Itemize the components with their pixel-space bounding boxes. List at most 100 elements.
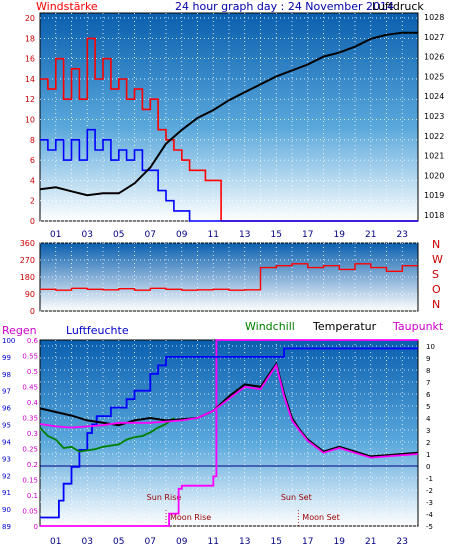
rain-axis-tick-label: 0.2 [27, 461, 38, 469]
pressure-axis-tick-label: 1018 [424, 211, 444, 220]
rain-axis-tick-label: 0.05 [22, 508, 38, 516]
rain-axis-tick-label: 0.45 [22, 384, 38, 392]
compass-label: W [432, 253, 443, 266]
direction-axis-tick-label: 90 [25, 290, 35, 299]
rain-axis-tick-label: 0.15 [22, 477, 38, 485]
annotation-label: Moon Rise [170, 513, 211, 522]
direction-axis-tick-label: 0 [30, 307, 35, 316]
temperature-x-tick-label: 03 [82, 537, 93, 547]
humidity-axis-tick-label: 97 [2, 388, 11, 396]
wind-axis-tick-label: 14 [25, 75, 35, 84]
temp-axis-tick-label: -4 [426, 511, 434, 519]
wind-pressure-x-tick-label: 17 [302, 230, 313, 240]
wind-pressure-x-tick-label: 23 [397, 230, 408, 240]
axis-layer: 0246810121416182010181019102010211022102… [2, 13, 444, 547]
temperature-x-tick-label: 17 [302, 537, 313, 547]
temperature-x-tick-label: 15 [271, 537, 282, 547]
pressure-axis-tick-label: 1024 [424, 92, 444, 101]
series-layer [39, 31, 419, 527]
series-dewpoint [39, 362, 419, 459]
wind-axis-tick-label: 8 [30, 136, 35, 145]
pressure-axis-tick-label: 1022 [424, 132, 444, 141]
temperature-x-tick-label: 19 [334, 537, 346, 547]
rain-axis-tick-label: 0.4 [27, 399, 39, 407]
series-rain [40, 339, 418, 527]
temp-axis-tick-label: 4 [426, 415, 431, 423]
temperature-x-tick-label: 13 [239, 537, 250, 547]
direction-axis-tick-label: 270 [20, 256, 35, 265]
temperatur-label: Temperatur [312, 320, 377, 333]
humidity-axis-tick-label: 95 [2, 422, 11, 430]
temp-axis-tick-label: 6 [426, 391, 431, 399]
humidity-axis-tick-label: 94 [2, 438, 11, 446]
pressure-axis-tick-label: 1028 [424, 13, 444, 22]
humidity-axis-tick-label: 99 [2, 354, 11, 362]
temperature-x-tick-label: 21 [365, 537, 376, 547]
temperature-x-tick-label: 23 [397, 537, 408, 547]
luftdruck-label: Luftdruck [372, 0, 424, 13]
series-windchill [39, 417, 175, 453]
series-gust [40, 37, 418, 222]
direction-axis-tick-label: 360 [20, 239, 35, 248]
wind-axis-tick-label: 2 [30, 197, 35, 206]
wind-axis-tick-label: 12 [25, 95, 35, 104]
luftfeuchte-label: Luftfeuchte [66, 324, 129, 337]
compass-label: O [432, 283, 441, 296]
series-direction [40, 263, 418, 291]
wind-pressure-x-tick-label: 11 [208, 230, 219, 240]
wind-pressure-x-tick-label: 09 [176, 230, 188, 240]
wind-axis-tick-label: 18 [25, 34, 35, 43]
rain-axis-tick-label: 0.35 [22, 415, 38, 423]
wind-pressure-x-tick-label: 01 [50, 230, 61, 240]
rain-axis-tick-label: 0.55 [22, 353, 38, 361]
wind-axis-tick-label: 6 [30, 156, 35, 165]
wind-axis-tick-label: 0 [30, 217, 35, 226]
temp-axis-tick-label: 2 [426, 439, 430, 447]
humidity-axis-tick-label: 90 [2, 506, 11, 514]
temperature-x-tick-label: 11 [208, 537, 219, 547]
pressure-axis-tick-label: 1023 [424, 112, 444, 121]
humidity-axis-tick-label: 92 [2, 472, 11, 480]
chart-title: 24 hour graph day : 24 November 2014 [175, 0, 394, 13]
humidity-axis-tick-label: 100 [2, 337, 15, 345]
humidity-axis-tick-label: 98 [2, 371, 11, 379]
compass-label: S [432, 268, 439, 281]
rain-axis-tick-label: 0.6 [27, 337, 39, 345]
wind-axis-tick-label: 4 [30, 176, 35, 185]
temp-axis-tick-label: 0 [426, 463, 430, 471]
pressure-axis-tick-label: 1019 [424, 191, 444, 200]
wind-pressure-x-tick-label: 21 [365, 230, 376, 240]
pressure-axis-tick-label: 1025 [424, 72, 444, 81]
taupunkt-label: Taupunkt [392, 320, 444, 333]
series-average [40, 128, 418, 222]
humidity-axis-tick-label: 91 [2, 489, 11, 497]
rain-axis-tick-label: 0.1 [27, 492, 38, 500]
temperature-x-tick-label: 07 [145, 537, 156, 547]
windchill-label: Windchill [245, 320, 295, 333]
humidity-axis-tick-label: 93 [2, 455, 11, 463]
annotation-label: Sun Set [281, 493, 312, 502]
humidity-axis-tick-label: 96 [2, 405, 11, 413]
windstaerke-label: Windstärke [36, 0, 98, 13]
temperature-x-tick-label: 09 [176, 537, 188, 547]
pressure-axis-tick-label: 1020 [424, 171, 444, 180]
temp-axis-tick-label: -3 [426, 499, 433, 507]
pressure-axis-tick-label: 1027 [424, 33, 444, 42]
temp-axis-tick-label: -1 [426, 475, 433, 483]
regen-label: Regen [2, 324, 37, 337]
wind-pressure-x-tick-label: 03 [82, 230, 93, 240]
humidity-axis-tick-label: 89 [2, 523, 11, 531]
annotation-label: Moon Set [302, 513, 339, 522]
wind-axis-tick-label: 16 [25, 55, 35, 64]
temp-axis-tick-label: -5 [426, 523, 433, 531]
annotation-label: Sun Rise [147, 493, 182, 502]
wind-pressure-x-tick-label: 07 [145, 230, 156, 240]
rain-axis-tick-label: 0.5 [27, 368, 38, 376]
wind-pressure-x-tick-label: 15 [271, 230, 282, 240]
temp-axis-tick-label: -2 [426, 487, 433, 495]
wind-pressure-x-tick-label: 13 [239, 230, 250, 240]
temp-axis-tick-label: 10 [426, 343, 435, 351]
wind-axis-tick-label: 20 [25, 14, 35, 23]
